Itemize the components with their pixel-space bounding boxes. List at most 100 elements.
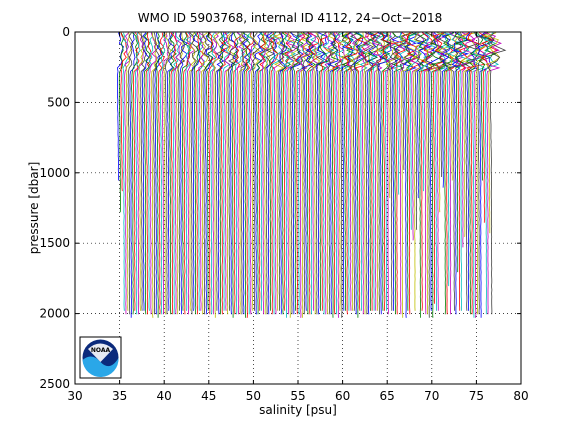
profile-line: [221, 32, 231, 311]
profile-line: [344, 32, 358, 311]
profile-line: [447, 32, 468, 311]
y-tick-label: 2000: [39, 307, 70, 321]
profile-line: [466, 32, 486, 315]
profile-line: [482, 32, 500, 315]
profile-line: [285, 32, 299, 315]
profile-line: [143, 32, 151, 315]
profile-line: [179, 32, 189, 315]
profile-line: [162, 32, 172, 315]
profile-line: [198, 32, 207, 311]
profile-line: [147, 32, 154, 311]
profile-line: [283, 32, 297, 318]
profile-line: [301, 32, 316, 311]
profile-line: [152, 32, 161, 315]
profile-line: [429, 32, 446, 318]
profile-line: [241, 32, 252, 315]
x-tick-label: 35: [112, 389, 127, 403]
profile-line: [353, 32, 366, 315]
profile-line: [131, 32, 138, 315]
profile-line: [231, 32, 239, 318]
profile-line: [392, 32, 407, 315]
profile-line: [418, 32, 432, 318]
x-tick-label: 70: [424, 389, 439, 403]
profile-line: [281, 32, 294, 315]
profile-line: [474, 32, 494, 315]
profile-line: [372, 32, 387, 311]
profile-line: [136, 32, 145, 315]
profile-line: [322, 32, 335, 315]
profile-line: [448, 32, 463, 315]
profile-line: [337, 32, 351, 311]
profile-line: [234, 32, 245, 315]
profile-line: [211, 32, 220, 315]
profile-line: [240, 32, 249, 315]
x-tick-label: 45: [201, 389, 216, 403]
profile-line: [377, 32, 392, 315]
profile-line: [487, 32, 507, 315]
profile-line: [334, 32, 347, 315]
profile-line: [138, 32, 146, 311]
profile-line: [397, 32, 412, 315]
profile-line: [134, 32, 141, 315]
y-tick-label: 0: [62, 25, 70, 39]
y-tick-label: 1000: [39, 166, 70, 180]
profile-line: [406, 32, 420, 315]
profile-line: [323, 32, 337, 315]
profile-line: [484, 32, 502, 315]
profile-line: [242, 32, 251, 318]
profile-line: [335, 32, 346, 318]
profile-line: [289, 32, 301, 315]
profile-line: [471, 32, 488, 318]
profile-line: [475, 32, 491, 315]
profile-line: [399, 32, 415, 318]
profile-line: [300, 32, 313, 318]
profile-line: [182, 32, 192, 315]
profile-line: [457, 32, 470, 311]
profile-line: [294, 32, 306, 315]
profile-line: [302, 32, 315, 315]
profile-line: [381, 32, 395, 311]
profile-line: [125, 32, 133, 311]
profile-line: [447, 32, 462, 181]
profile-line: [159, 32, 167, 315]
profile-line: [282, 32, 292, 311]
profile-line: [357, 32, 371, 311]
chart-title: WMO ID 5903768, internal ID 4112, 24−Oct…: [138, 11, 442, 25]
profile-line: [157, 32, 165, 315]
profile-line: [251, 32, 263, 311]
profile-line: [150, 32, 158, 318]
profile-line: [274, 32, 287, 311]
profile-line: [309, 32, 323, 315]
profile-line: [371, 32, 384, 311]
profile-line: [214, 32, 224, 311]
x-tick-label: 30: [67, 389, 82, 403]
x-tick-label: 60: [335, 389, 350, 403]
profile-line: [279, 32, 288, 315]
profile-line: [423, 32, 440, 315]
profile-line: [232, 32, 242, 315]
profile-line: [375, 32, 389, 311]
profile-line: [354, 32, 369, 311]
profile-line: [405, 32, 419, 311]
profile-line: [188, 32, 196, 311]
axis-ticks: [74, 31, 522, 385]
profile-line: [268, 32, 279, 311]
profile-line: [204, 32, 214, 315]
profile-line: [390, 32, 404, 311]
profile-line: [402, 32, 417, 318]
profile-line: [219, 32, 231, 315]
profile-line: [385, 32, 398, 315]
profile-line: [420, 32, 435, 311]
profile-line: [164, 32, 172, 315]
profile-line: [362, 32, 376, 315]
profile-line: [432, 32, 447, 304]
profile-line: [314, 32, 328, 315]
profile-line: [341, 32, 354, 311]
profile-line: [145, 32, 152, 315]
profile-line: [453, 32, 471, 273]
profile-line: [426, 32, 443, 311]
profile-line: [245, 32, 255, 318]
x-tick-label: 55: [290, 389, 305, 403]
profile-line: [420, 32, 435, 192]
